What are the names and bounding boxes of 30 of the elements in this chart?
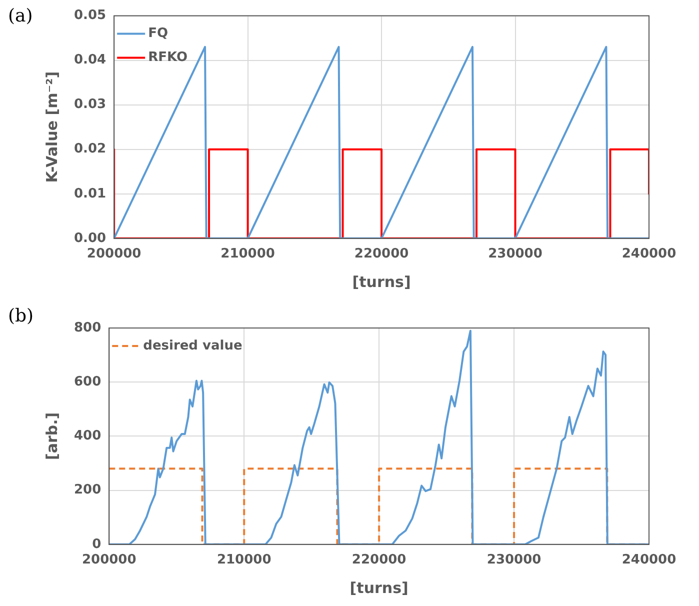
legend-label: desired value [143,338,242,354]
y-axis-title: [arb.] [42,412,61,460]
y-tick-label: 0.05 [74,8,106,24]
x-tick-label: 240000 [622,246,676,262]
x-tick-label: 230000 [486,552,542,568]
y-tick-label: 800 [74,320,102,336]
x-tick-label: 220000 [352,552,406,568]
y-tick-label: 200 [74,482,102,498]
x-tick-label: 230000 [488,246,542,262]
x-axis-title: [turns] [352,272,411,291]
x-tick-label: 210000 [216,552,272,568]
legend-label: RFKO [148,50,188,66]
y-tick-label: 600 [74,374,102,390]
legend-label: FQ [148,26,168,42]
chart-title: (a) [8,6,33,27]
y-tick-label: 0.03 [74,97,106,112]
x-tick-label: 200000 [82,552,136,568]
y-tick-label: 0 [92,536,102,552]
y-axis-title: K-Value [m⁻²] [42,71,61,183]
y-tick-label: 0.00 [74,230,106,246]
x-axis-title: [turns] [350,578,408,597]
chart-title: (b) [8,306,34,327]
y-tick-label: 0.01 [74,186,106,202]
x-tick-label: 210000 [220,246,275,262]
y-tick-label: 0.02 [74,142,106,157]
x-tick-label: 220000 [354,246,409,262]
y-tick-label: 0.04 [74,52,106,68]
x-tick-label: 200000 [86,246,142,262]
x-tick-label: 240000 [622,552,676,568]
y-tick-label: 400 [74,428,102,444]
